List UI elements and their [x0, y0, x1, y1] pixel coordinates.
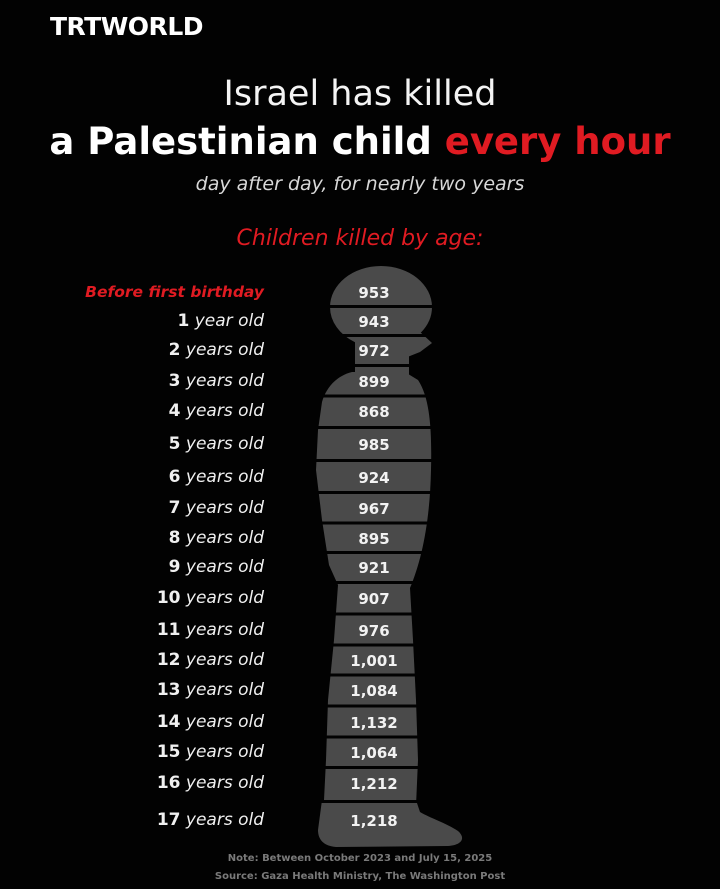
data-value-label: 1,001 — [350, 652, 397, 670]
data-value-label: 985 — [358, 436, 389, 454]
age-number: 11 — [156, 620, 181, 640]
data-value-label: 972 — [358, 342, 389, 360]
silhouette-band — [316, 367, 463, 395]
age-unit: years old — [180, 467, 264, 487]
data-value-label: 967 — [358, 500, 389, 518]
silhouette-band — [316, 494, 463, 522]
age-number: 16 — [156, 773, 181, 793]
age-number: 14 — [156, 712, 181, 732]
age-label: 12 years old — [157, 650, 264, 670]
age-unit: years old — [180, 810, 264, 830]
headline-red-part: every hour — [444, 120, 671, 163]
age-number: 3 — [168, 371, 181, 391]
age-number: 13 — [156, 680, 181, 700]
age-label: 4 years old — [169, 401, 264, 421]
age-unit: year old — [189, 311, 264, 331]
age-label: 3 years old — [169, 371, 264, 391]
age-unit: years old — [180, 498, 264, 518]
age-number: 5 — [168, 434, 181, 454]
age-unit: years old — [180, 557, 264, 577]
data-value-label: 924 — [358, 469, 389, 487]
silhouette-band — [316, 266, 463, 305]
silhouette-band — [316, 584, 463, 613]
age-unit: years old — [180, 371, 264, 391]
age-number: 9 — [168, 557, 181, 577]
chart-title: Children killed by age: — [236, 226, 484, 251]
age-unit: years old — [180, 434, 264, 454]
age-label: 13 years old — [157, 680, 264, 700]
age-label: 11 years old — [157, 620, 264, 640]
age-unit: years old — [180, 401, 264, 421]
data-value-label: 976 — [358, 622, 389, 640]
age-unit: years old — [180, 680, 264, 700]
age-number: 4 — [168, 401, 181, 421]
age-number: 7 — [168, 498, 181, 518]
note-text: Note: Between October 2023 and July 15, … — [227, 853, 493, 864]
data-value-label: 895 — [358, 530, 389, 548]
data-value-label: 899 — [358, 373, 389, 391]
age-number: 17 — [156, 810, 181, 830]
subtitle: day after day, for nearly two years — [195, 173, 525, 195]
age-label: 6 years old — [169, 467, 264, 487]
age-number: 12 — [156, 650, 181, 670]
silhouette-band — [316, 397, 463, 426]
source-text: Source: Gaza Health Ministry, The Washin… — [214, 871, 506, 882]
brand-logo: TRTWORLD — [50, 12, 204, 41]
age-label: 9 years old — [169, 557, 264, 577]
age-unit: years old — [180, 620, 264, 640]
age-label: 10 years old — [157, 588, 264, 608]
age-number: 2 — [168, 340, 181, 360]
silhouette-bands — [316, 266, 463, 847]
data-value-label: 921 — [358, 559, 389, 577]
headline-line-2: a Palestinian child every hour — [0, 120, 720, 163]
age-unit: years old — [180, 712, 264, 732]
age-label: Before first birthday — [85, 283, 264, 301]
age-label: 17 years old — [157, 810, 264, 830]
age-unit: years old — [180, 742, 264, 762]
age-number: 8 — [168, 528, 181, 548]
data-value-label: 1,132 — [350, 714, 397, 732]
age-unit: years old — [180, 588, 264, 608]
data-value-label: 868 — [358, 403, 389, 421]
age-number: 15 — [156, 742, 181, 762]
age-number: 6 — [168, 467, 181, 487]
silhouette-band — [316, 462, 463, 491]
data-value-label: 943 — [358, 313, 389, 331]
age-label: 15 years old — [157, 742, 264, 762]
value-labels: 953 943 972 899 868 985 924 967 895 921 907 976 1,00… — [350, 284, 397, 830]
age-number: 1 — [177, 311, 190, 331]
headline-line-1: Israel has killed — [223, 74, 497, 114]
age-label: 2 years old — [169, 340, 264, 360]
age-label: 14 years old — [157, 712, 264, 732]
age-unit: years old — [180, 773, 264, 793]
age-label: 8 years old — [169, 528, 264, 548]
age-unit: years old — [180, 528, 264, 548]
data-value-label: 1,218 — [350, 812, 397, 830]
age-unit: years old — [180, 650, 264, 670]
data-value-label: 1,212 — [350, 775, 397, 793]
silhouette-band — [316, 337, 463, 364]
age-label: 7 years old — [169, 498, 264, 518]
silhouette-band — [316, 308, 463, 334]
age-unit: years old — [180, 340, 264, 360]
age-number: 10 — [156, 588, 181, 608]
data-value-label: 907 — [358, 590, 389, 608]
age-label: 16 years old — [157, 773, 264, 793]
age-label: 1 year old — [178, 311, 265, 331]
age-label: 5 years old — [169, 434, 264, 454]
silhouette-band — [316, 429, 463, 459]
silhouette-band — [316, 615, 463, 644]
headline-white-part: a Palestinian child — [49, 120, 445, 163]
silhouette-band — [316, 524, 463, 551]
silhouette-band — [316, 554, 463, 581]
data-value-label: 1,064 — [350, 744, 397, 762]
data-value-label: 1,084 — [350, 682, 397, 700]
data-value-label: 953 — [358, 284, 389, 302]
